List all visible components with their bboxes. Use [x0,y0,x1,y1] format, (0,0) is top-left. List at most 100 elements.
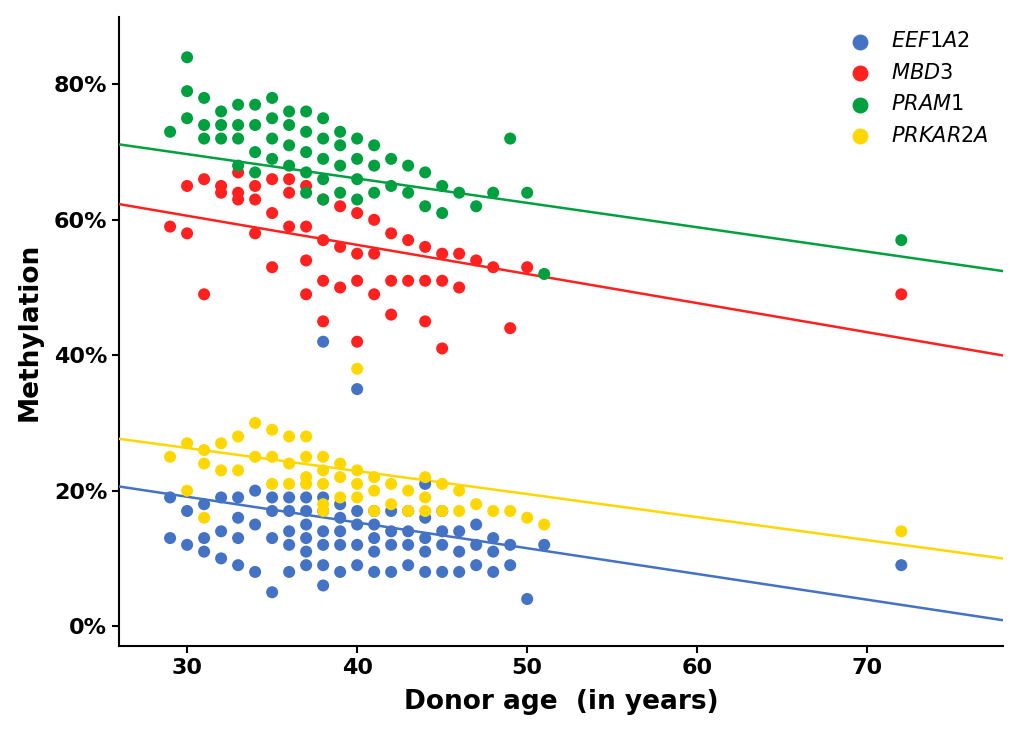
PRKAR2A [315,505,331,517]
MBD3 [264,173,280,185]
EEF1A2 [348,384,365,395]
EEF1A2 [468,519,484,531]
PRKAR2A [298,478,314,490]
PRAM1 [348,153,365,165]
PRAM1 [417,201,433,212]
MBD3 [399,234,416,246]
EEF1A2 [331,526,347,537]
EEF1A2 [331,566,347,578]
EEF1A2 [399,505,416,517]
EEF1A2 [417,532,433,544]
PRAM1 [434,180,450,192]
EEF1A2 [247,519,263,531]
PRAM1 [280,140,297,152]
PRAM1 [264,92,280,104]
EEF1A2 [315,539,331,550]
MBD3 [366,248,382,260]
MBD3 [348,248,365,260]
PRAM1 [213,119,229,131]
EEF1A2 [298,559,314,571]
PRAM1 [434,207,450,219]
EEF1A2 [366,546,382,558]
MBD3 [893,288,909,300]
EEF1A2 [485,566,501,578]
PRKAR2A [331,492,347,504]
PRAM1 [229,160,246,171]
PRAM1 [331,126,347,138]
PRKAR2A [178,438,195,449]
MBD3 [348,275,365,287]
PRAM1 [348,194,365,206]
EEF1A2 [366,519,382,531]
PRKAR2A [501,505,518,517]
PRAM1 [247,119,263,131]
EEF1A2 [348,505,365,517]
PRKAR2A [213,438,229,449]
MBD3 [213,187,229,198]
PRKAR2A [162,451,178,463]
MBD3 [485,261,501,273]
MBD3 [298,180,314,192]
PRKAR2A [348,478,365,490]
PRAM1 [536,268,552,280]
Legend: $\bf{\it{EEF1A2}}$, $\bf{\it{MBD3}}$, $\bf{\it{PRAM1}}$, $\bf{\it{PRKAR2A}}$: $\bf{\it{EEF1A2}}$, $\bf{\it{MBD3}}$, $\… [829,23,997,154]
PRAM1 [366,160,382,171]
PRAM1 [399,187,416,198]
MBD3 [229,167,246,179]
PRAM1 [331,140,347,152]
PRKAR2A [298,471,314,483]
PRAM1 [264,113,280,124]
EEF1A2 [331,539,347,550]
EEF1A2 [450,526,467,537]
EEF1A2 [331,512,347,523]
PRKAR2A [178,485,195,496]
PRKAR2A [247,417,263,429]
EEF1A2 [298,532,314,544]
EEF1A2 [229,559,246,571]
EEF1A2 [196,546,212,558]
EEF1A2 [247,485,263,496]
PRKAR2A [348,363,365,375]
PRAM1 [315,173,331,185]
PRAM1 [247,99,263,111]
PRAM1 [366,187,382,198]
PRKAR2A [280,458,297,469]
PRKAR2A [348,492,365,504]
PRKAR2A [264,478,280,490]
EEF1A2 [315,580,331,591]
EEF1A2 [501,559,518,571]
PRAM1 [315,153,331,165]
PRAM1 [264,132,280,144]
PRAM1 [247,146,263,158]
PRKAR2A [434,505,450,517]
PRKAR2A [348,465,365,477]
PRAM1 [450,187,467,198]
MBD3 [434,248,450,260]
EEF1A2 [536,539,552,550]
EEF1A2 [382,539,398,550]
MBD3 [315,275,331,287]
PRAM1 [298,126,314,138]
EEF1A2 [213,553,229,564]
PRKAR2A [893,526,909,537]
MBD3 [417,315,433,327]
MBD3 [382,309,398,321]
EEF1A2 [399,526,416,537]
MBD3 [247,180,263,192]
PRKAR2A [519,512,535,523]
EEF1A2 [468,539,484,550]
PRKAR2A [247,451,263,463]
EEF1A2 [229,492,246,504]
PRKAR2A [264,451,280,463]
MBD3 [264,261,280,273]
PRAM1 [331,160,347,171]
Y-axis label: Methylation: Methylation [16,242,43,421]
PRKAR2A [315,465,331,477]
PRKAR2A [417,505,433,517]
MBD3 [331,201,347,212]
EEF1A2 [366,566,382,578]
PRKAR2A [229,465,246,477]
PRAM1 [280,119,297,131]
EEF1A2 [434,526,450,537]
MBD3 [298,288,314,300]
